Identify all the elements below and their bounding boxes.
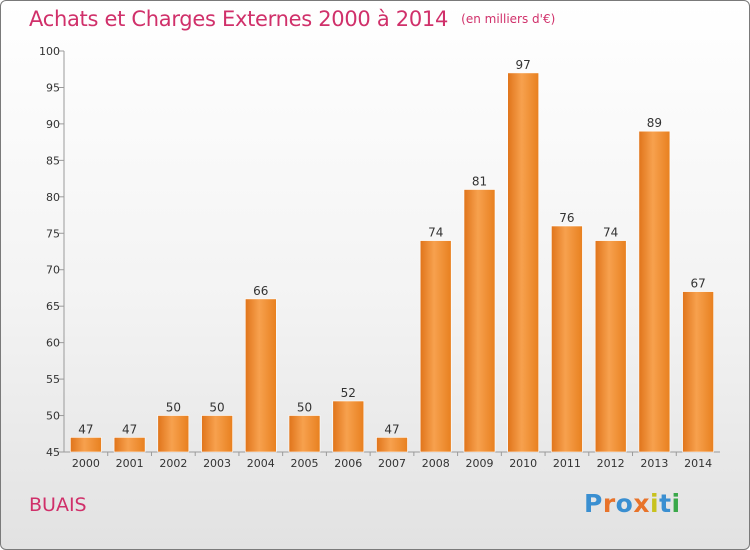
- bar-value-label: 81: [472, 175, 487, 189]
- x-tick-label: 2008: [422, 457, 450, 470]
- commune-name: BUAIS: [29, 494, 87, 516]
- bar: [682, 291, 714, 453]
- bar: [113, 437, 146, 453]
- bar-value-label: 76: [559, 211, 574, 225]
- x-tick-label: 2005: [291, 457, 319, 470]
- x-tick-label: 2006: [334, 457, 362, 470]
- bar-value-label: 97: [516, 58, 531, 72]
- bar: [157, 415, 190, 453]
- y-tick-label: 95: [46, 81, 60, 94]
- y-tick-label: 90: [46, 118, 60, 131]
- bar-value-label: 47: [384, 422, 399, 436]
- y-tick-label: 70: [46, 264, 60, 277]
- bar-value-label: 74: [603, 226, 618, 240]
- y-tick-label: 85: [46, 154, 60, 167]
- brand-letter: t: [659, 489, 672, 518]
- brand-letter: x: [633, 489, 650, 518]
- bar: [332, 400, 365, 453]
- bar-value-label: 50: [209, 401, 224, 415]
- bar-value-label: 50: [166, 401, 181, 415]
- bar: [288, 415, 321, 453]
- bar-value-label: 50: [297, 401, 312, 415]
- x-tick-label: 2001: [116, 457, 144, 470]
- x-tick-label: 2012: [597, 457, 625, 470]
- bar: [245, 298, 277, 453]
- x-tick-label: 2000: [72, 457, 100, 470]
- bars: 47 47 50 50 66 50 52 47 74 81 97 76 74 89 67: [70, 58, 714, 453]
- brand-letter: i: [650, 489, 660, 518]
- y-tick-label: 55: [46, 373, 60, 386]
- y-tick-label: 45: [46, 446, 60, 459]
- bar: [594, 240, 627, 453]
- x-tick-label: 2004: [247, 457, 275, 470]
- y-tick-label: 75: [46, 227, 60, 240]
- bar-value-label: 89: [647, 116, 662, 130]
- title-row: Achats et Charges Externes 2000 à 2014 (…: [29, 7, 555, 31]
- bar-value-label: 74: [428, 226, 443, 240]
- x-tick-label: 2011: [553, 457, 581, 470]
- y-tick-label: 60: [46, 337, 60, 350]
- bar: [638, 130, 671, 453]
- chart-unit: (en milliers d'€): [461, 12, 556, 26]
- brand-letter: i: [671, 489, 681, 518]
- bar: [419, 240, 452, 453]
- x-tick-label: 2007: [378, 457, 406, 470]
- brand-letter: o: [615, 489, 634, 518]
- bar: [463, 189, 496, 453]
- x-axis: 2000 2001 2002 2003 2004 2005 2006 2007 2008 2009…: [64, 451, 720, 470]
- x-tick-label: 2013: [640, 457, 668, 470]
- x-tick-label: 2002: [159, 457, 187, 470]
- bar: [70, 437, 102, 453]
- bar-value-label: 47: [122, 422, 137, 436]
- x-tick-label: 2010: [509, 457, 537, 470]
- y-axis: 45 50 55 60 65 70 75 80 85 90 95 100: [39, 45, 65, 459]
- x-tick-label: 2003: [203, 457, 231, 470]
- bar: [376, 437, 408, 453]
- bar: [551, 225, 583, 453]
- bar-value-label: 52: [341, 386, 356, 400]
- x-tick-label: 2009: [465, 457, 493, 470]
- brand-letter: P: [584, 489, 603, 518]
- bar-value-label: 66: [253, 284, 268, 298]
- bar-value-label: 47: [78, 422, 93, 436]
- x-tick-label: 2014: [684, 457, 712, 470]
- y-tick-label: 100: [39, 45, 60, 58]
- bar: [201, 415, 233, 453]
- y-tick-label: 65: [46, 300, 60, 313]
- y-tick-label: 80: [46, 191, 60, 204]
- brand-letter: r: [602, 489, 616, 518]
- y-tick-label: 50: [46, 410, 60, 423]
- chart-title: Achats et Charges Externes 2000 à 2014: [29, 7, 449, 31]
- bar: [507, 72, 540, 453]
- brand-logo: Proxiti: [584, 489, 681, 518]
- bar-value-label: 67: [690, 277, 705, 291]
